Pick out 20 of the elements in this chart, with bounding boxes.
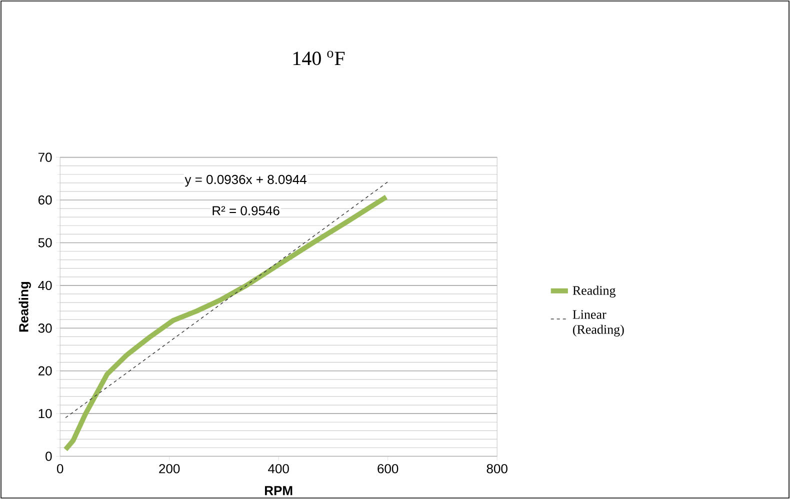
annotation: y = 0.0936x + 8.0944 [184, 174, 306, 187]
chart-title: 140 $^{o}$F [293, 50, 345, 66]
y-tick-label: 20 [38, 366, 52, 376]
y-tick-label: 70 [38, 152, 52, 162]
y-axis-title: Reading [18, 282, 31, 332]
annotation: R² = 0.9546 [212, 206, 280, 216]
legend-label: Linear (Reading) [572, 310, 624, 337]
y-tick-label: 50 [38, 238, 52, 248]
y-tick-label: 30 [38, 324, 52, 333]
x-tick-label: 200 [159, 464, 180, 474]
y-tick-label: 10 [38, 408, 52, 418]
x-tick-label: 600 [378, 464, 398, 474]
x-tick-label: 0 [56, 464, 64, 474]
x-axis-title: RPM [265, 486, 292, 496]
x-tick-label: 400 [268, 464, 289, 474]
y-tick-label: 40 [38, 280, 52, 290]
x-tick-label: 800 [486, 464, 508, 474]
legend-label: Reading [572, 286, 616, 298]
y-tick-label: 0 [46, 452, 52, 461]
y-tick-label: 60 [38, 195, 52, 205]
